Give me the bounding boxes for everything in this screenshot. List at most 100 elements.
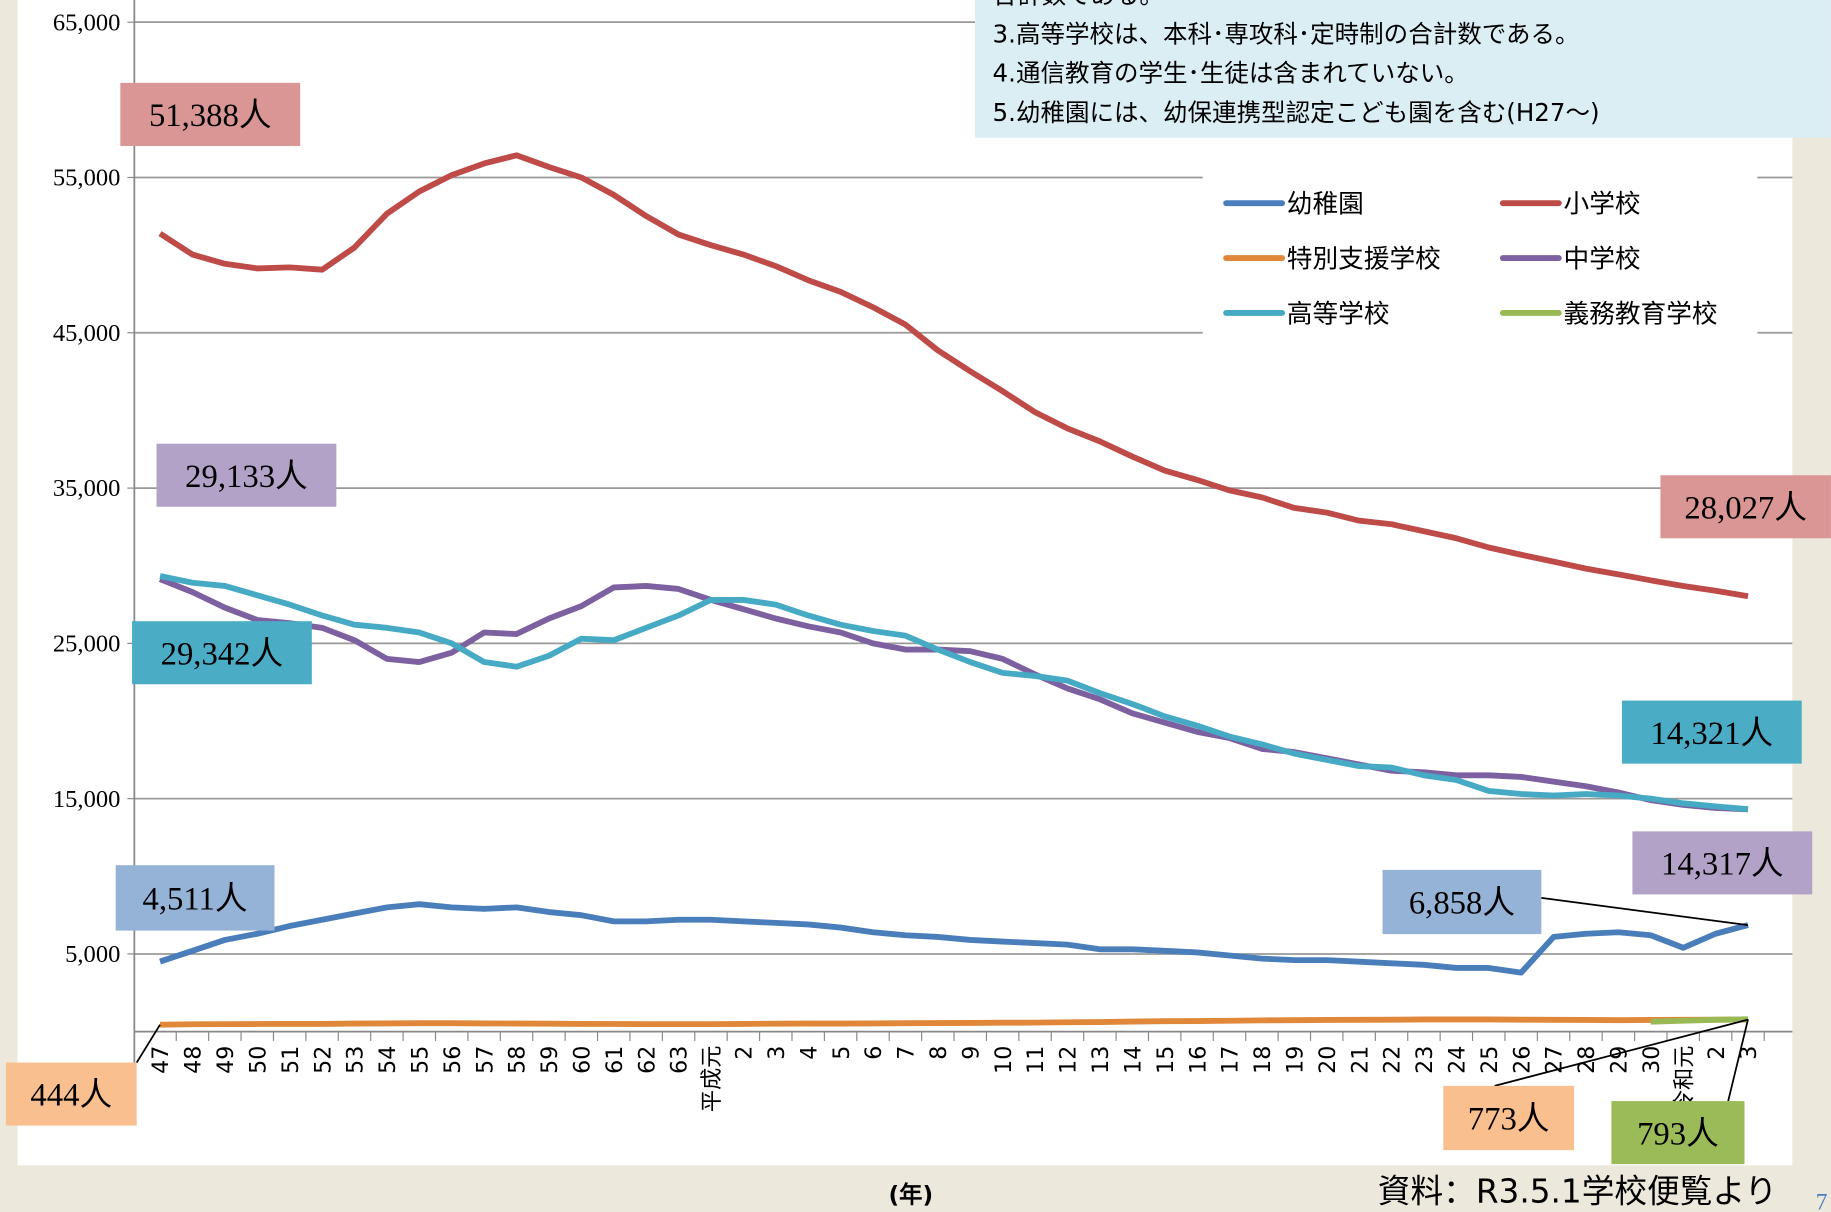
x-tick-label: 19 (1282, 1046, 1308, 1074)
x-tick-label: 59 (537, 1046, 563, 1074)
x-tick-label: 12 (1056, 1046, 1082, 1074)
x-tick-label: 49 (213, 1046, 239, 1074)
x-tick-label: 2 (1704, 1046, 1730, 1060)
value-label-box (120, 82, 301, 146)
legend-label: 中学校 (1564, 244, 1641, 274)
x-tick-label: 48 (181, 1046, 207, 1074)
y-tick-label: 15,000 (53, 786, 120, 813)
y-tick-label: 65,000 (53, 9, 120, 36)
x-tick-label: 17 (1218, 1046, 1244, 1074)
value-label-box (132, 621, 312, 685)
value-label-box (1660, 475, 1831, 539)
x-tick-label: 54 (375, 1046, 401, 1074)
x-tick-label: 22 (1380, 1046, 1406, 1074)
leader-line (1494, 1018, 1749, 1087)
x-tick-label: 26 (1509, 1046, 1535, 1074)
x-tick-label: 3 (764, 1046, 790, 1060)
x-tick-label: 30 (1639, 1046, 1665, 1074)
x-tick-label: 11 (1023, 1046, 1049, 1074)
x-tick-label: 24 (1445, 1046, 1471, 1074)
value-label: 6,858人 (1409, 886, 1515, 922)
note-line: 合計数である。 (993, 0, 1164, 9)
series-line (158, 152, 1749, 600)
x-tick-label: 58 (505, 1046, 531, 1074)
x-tick-label: 55 (407, 1046, 433, 1074)
series-line (158, 576, 1749, 813)
series-line (1650, 1016, 1749, 1025)
note-line: 5.幼稚園には、幼保連携型認定こども園を含む(H27〜) (993, 98, 1600, 127)
series-line (159, 573, 1749, 813)
x-tick-label: 4 (796, 1046, 822, 1060)
note-line: 4.通信教育の学生･生徒は含まれていない。 (993, 59, 1469, 88)
x-tick-label: 53 (343, 1046, 369, 1074)
y-tick-label: 35,000 (53, 475, 120, 502)
x-tick-label: 47 (148, 1046, 174, 1074)
x-tick-label: 5 (829, 1046, 855, 1060)
x-tick-label: 14 (1120, 1046, 1146, 1074)
x-tick-label: 61 (602, 1046, 628, 1074)
x-tick-label: 21 (1347, 1046, 1373, 1074)
x-tick-label: 25 (1477, 1046, 1503, 1074)
x-tick-label: 2 (732, 1046, 758, 1060)
x-axis-label: (年) (888, 1181, 933, 1209)
y-tick-label: 5,000 (65, 941, 120, 968)
x-tick-label: 20 (1315, 1046, 1341, 1074)
value-label: 51,388人 (149, 98, 272, 134)
legend-box (1202, 175, 1758, 339)
value-label: 444人 (30, 1078, 112, 1114)
leader-line (1541, 897, 1749, 926)
y-tick-label: 25,000 (53, 631, 120, 658)
x-tick-label: 18 (1250, 1046, 1276, 1074)
x-tick-label: 16 (1185, 1046, 1211, 1074)
legend-label: 幼稚園 (1287, 190, 1364, 220)
x-tick-label: 51 (278, 1046, 304, 1074)
legend-label: 特別支援学校 (1287, 244, 1441, 274)
value-label: 14,321人 (1651, 716, 1774, 752)
note-box (975, 0, 1831, 138)
plot-background (17, 0, 1793, 1166)
value-label: 29,342人 (161, 636, 284, 672)
page-number: 7 (1816, 1190, 1828, 1212)
x-tick-label: 56 (440, 1046, 466, 1074)
value-label: 793人 (1637, 1116, 1719, 1152)
series-line (160, 1016, 1749, 1028)
value-label-box (5, 1062, 137, 1126)
source: 資料：R3.5.1学校便覧より (1378, 1173, 1777, 1211)
x-tick-label: 52 (310, 1046, 336, 1074)
leader-line (1727, 1019, 1749, 1102)
y-tick-label: 45,000 (53, 320, 120, 347)
x-tick-label: 27 (1542, 1046, 1568, 1074)
x-tick-label: 29 (1607, 1046, 1633, 1074)
value-label: 29,133人 (185, 459, 308, 495)
series-line (159, 901, 1749, 976)
value-label: 14,317人 (1661, 847, 1784, 883)
x-tick-label: 令和元 (1671, 1046, 1697, 1113)
x-tick-label: 13 (1088, 1046, 1114, 1074)
value-label: 773人 (1468, 1102, 1550, 1138)
x-tick-label: 15 (1153, 1046, 1179, 1074)
value-label: 4,511人 (143, 882, 248, 918)
value-label-box (1621, 700, 1802, 764)
leader-line (135, 1024, 161, 1064)
x-tick-label: 9 (958, 1046, 984, 1060)
x-tick-label: 57 (472, 1046, 498, 1074)
legend-label: 小学校 (1564, 190, 1641, 220)
x-tick-label: 6 (861, 1046, 887, 1060)
value-label-box (156, 443, 337, 507)
y-tick-label: 55,000 (53, 165, 120, 192)
x-tick-label: 62 (634, 1046, 660, 1074)
value-label-box (1382, 869, 1542, 935)
legend-label: 義務教育学校 (1564, 299, 1718, 329)
x-tick-label: 10 (991, 1046, 1017, 1074)
notes: 合計数である。 3.高等学校は、本科･専攻科･定時制の合計数である。 4.通信教育の… (993, 0, 1600, 127)
x-tick-label: 63 (667, 1046, 693, 1074)
value-label-box (1632, 831, 1813, 895)
value-label-box (1611, 1101, 1745, 1165)
x-tick-label: 60 (570, 1046, 596, 1074)
x-tick-label: 7 (894, 1046, 920, 1060)
x-tick-label: 3 (1736, 1046, 1762, 1060)
x-tick-label: 8 (926, 1046, 952, 1060)
x-tick-label: 50 (245, 1046, 271, 1074)
x-tick-label: 23 (1412, 1046, 1438, 1074)
